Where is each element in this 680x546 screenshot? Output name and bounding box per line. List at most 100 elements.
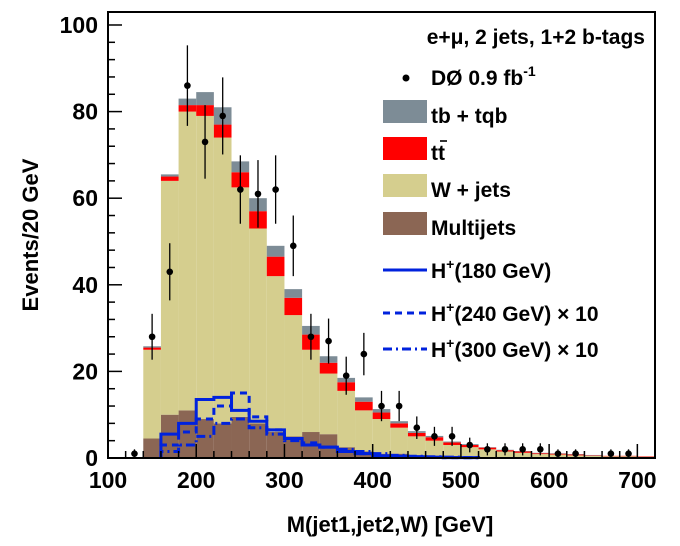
hist-bar-w-jets	[178, 111, 197, 411]
y-tick-label: 0	[85, 445, 98, 471]
x-tick-label: 500	[442, 467, 480, 493]
legend-label-multijets: Multijets	[431, 217, 516, 240]
hist-bar-w-jets	[319, 373, 338, 435]
y-tick-label: 80	[72, 99, 98, 125]
hist-bar-multijets	[266, 432, 285, 458]
data-point	[131, 449, 138, 458]
plot-frame	[107, 11, 656, 459]
hist-bar-t-t	[266, 256, 285, 277]
data-point	[272, 155, 279, 224]
hist-bar-multijets	[178, 410, 197, 458]
hist-bar-w-jets	[231, 187, 250, 417]
hist-bar-tb-tqb	[355, 397, 373, 402]
hist-bar-w-jets	[407, 436, 426, 456]
legend-label-w-jets: W + jets	[431, 179, 511, 202]
y-axis-title: Events/20 GeV	[18, 158, 43, 311]
data-point	[254, 160, 262, 228]
data-point	[307, 313, 315, 360]
hist-bar-w-jets	[443, 445, 461, 457]
legend-label-tb-tqb: tb + tqb	[431, 105, 507, 128]
data-point	[378, 390, 385, 422]
data-point	[325, 318, 332, 364]
hist-bar-t-t	[319, 362, 338, 374]
x-tick-label: 100	[89, 467, 127, 493]
hist-bar-tb-tqb	[390, 421, 408, 424]
y-tick-label: 40	[72, 272, 98, 298]
data-point	[501, 443, 509, 456]
hist-bar-w-jets	[337, 390, 356, 448]
hist-bar-tb-tqb	[284, 289, 303, 298]
data-point	[431, 426, 438, 446]
x-tick-label: 600	[530, 467, 568, 493]
hist-bar-multijets	[143, 438, 161, 458]
legend-swatch	[383, 174, 427, 197]
data-point	[166, 243, 174, 301]
legend-swatch	[383, 100, 427, 123]
hist-bar-t-t	[355, 401, 373, 411]
data-point	[342, 356, 350, 395]
data-point	[554, 449, 562, 458]
hist-bar-w-jets	[425, 440, 444, 456]
signal-line-3	[159, 417, 481, 460]
hist-bar-t-t	[390, 423, 408, 428]
hist-bar-t-t	[160, 176, 179, 181]
data-point	[466, 437, 474, 453]
hist-bar-tb-tqb	[266, 245, 285, 257]
hist-bar-w-jets	[249, 228, 267, 424]
chart-title: e+μ, 2 jets, 1+2 b-tags	[427, 26, 645, 49]
data-point	[289, 215, 297, 277]
hist-bar-tb-tqb	[160, 174, 179, 177]
legend-swatch	[383, 212, 427, 235]
legend-label-data: DØ 0.9 fb-1	[431, 63, 536, 90]
hist-bar-w-jets	[284, 315, 303, 437]
data-point	[448, 426, 456, 446]
hist-bar-w-jets	[355, 410, 373, 452]
hist-bar-w-jets	[143, 349, 161, 439]
hist-bar-w-jets	[372, 419, 391, 454]
hist-bar-tb-tqb	[196, 92, 214, 106]
data-point	[148, 313, 156, 360]
legend-label-signal-3: H+(300 GeV) × 10	[431, 335, 599, 362]
x-tick-label: 700	[618, 467, 656, 493]
data-point	[395, 390, 403, 422]
hist-bar-multijets	[231, 416, 250, 458]
legend-swatch	[383, 137, 427, 160]
data-point	[413, 416, 421, 439]
hist-bar-w-jets	[584, 455, 603, 458]
y-tick-label: 60	[72, 185, 98, 211]
x-axis-title: M(jet1,jet2,W) [GeV]	[287, 512, 494, 537]
x-tick-label: 400	[353, 467, 391, 493]
hist-bar-multijets	[213, 423, 232, 458]
hist-bar-multijets	[249, 423, 267, 458]
data-point	[360, 332, 368, 376]
data-point	[219, 77, 226, 155]
data-point	[484, 443, 491, 456]
hist-bar-w-jets	[390, 427, 408, 454]
legend-label-t-t: tt	[431, 142, 445, 165]
hist-bar-w-jets	[531, 454, 550, 458]
data-point	[607, 449, 615, 458]
hist-bar-w-jets	[213, 137, 232, 424]
legend-label-signal-1: H+(180 GeV)	[431, 256, 551, 283]
y-tick-label: 100	[60, 12, 98, 38]
x-tick-label: 200	[177, 467, 215, 493]
data-point	[184, 45, 191, 126]
data-points	[131, 45, 632, 458]
legend: DØ 0.9 fb-1 tb + tqb tt W + jets Multijets H+…	[383, 63, 599, 362]
hist-bar-w-jets	[266, 276, 285, 433]
y-tick-label: 20	[72, 358, 98, 384]
axes: 100 200 300 400 500 600 700 0 20 40 60 80 100	[60, 12, 657, 493]
data-point	[201, 105, 209, 179]
data-point	[572, 449, 579, 458]
legend-marker-data	[402, 74, 410, 82]
x-tick-label: 300	[265, 467, 303, 493]
legend-label-signal-2: H+(240 GeV) × 10	[431, 299, 599, 326]
hist-bar-w-jets	[196, 115, 214, 420]
data-point	[537, 443, 544, 456]
hist-bar-multijets	[160, 414, 179, 458]
hist-bar-t-t	[284, 297, 303, 316]
hist-bar-w-jets	[302, 349, 320, 433]
data-point	[237, 155, 244, 224]
data-point	[519, 443, 526, 456]
